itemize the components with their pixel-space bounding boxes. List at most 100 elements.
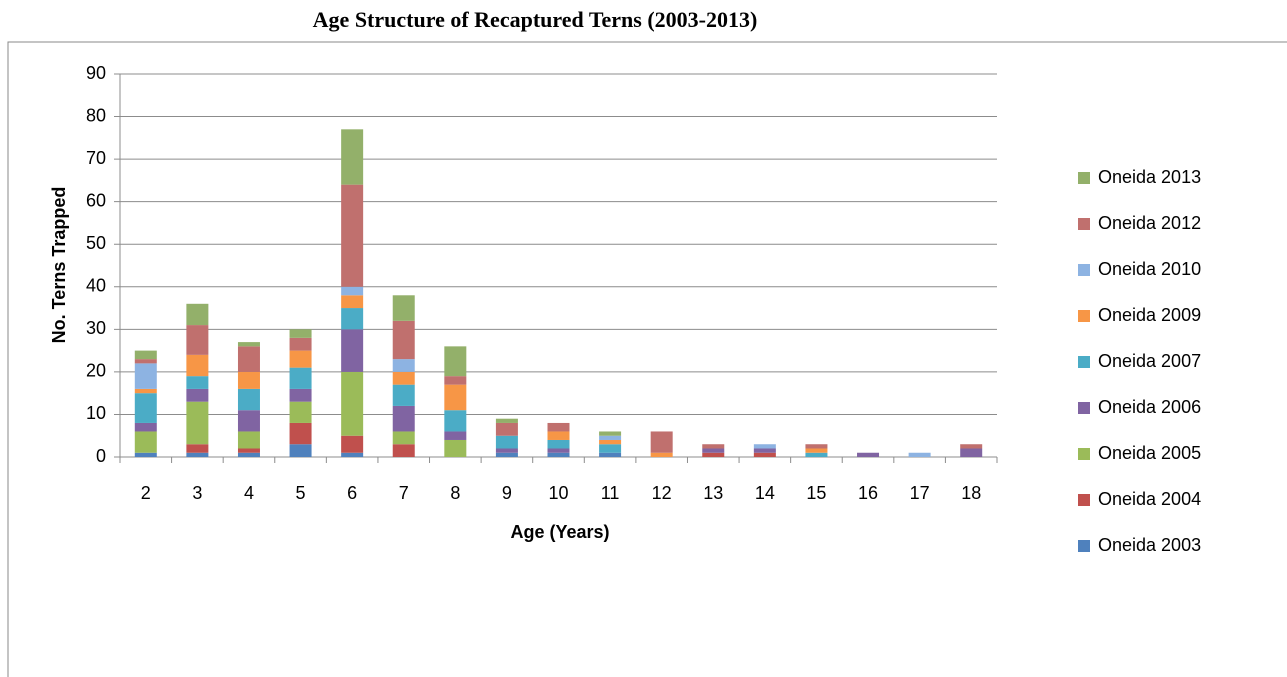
legend-label: Oneida 2007 <box>1098 351 1201 371</box>
bar-segment <box>289 337 312 351</box>
legend-swatch <box>1078 448 1090 460</box>
legend-label: Oneida 2013 <box>1098 167 1201 187</box>
y-tick-label: 20 <box>86 361 106 381</box>
bar-segment <box>444 346 467 377</box>
y-tick-label: 10 <box>86 403 106 423</box>
bar-segment <box>289 401 312 423</box>
bar-segment <box>495 418 518 423</box>
bar-segment <box>650 452 673 457</box>
legend-swatch <box>1078 172 1090 184</box>
bar-segment <box>341 286 364 296</box>
bar-segment <box>495 452 518 457</box>
bar-segment <box>237 452 260 457</box>
bar-segment <box>186 325 209 355</box>
x-tick-label: 10 <box>548 483 568 503</box>
legend-label: Oneida 2010 <box>1098 259 1201 279</box>
y-tick-label: 70 <box>86 148 106 168</box>
chart-border <box>7 41 1287 677</box>
x-tick-label: 13 <box>703 483 723 503</box>
bar-segment <box>237 388 260 411</box>
y-tick-label: 50 <box>86 233 106 253</box>
bar-segment <box>237 410 260 432</box>
bar-segment <box>134 452 157 457</box>
x-tick-label: 7 <box>399 483 409 503</box>
bar-segment <box>650 431 673 453</box>
bar-segment <box>444 410 467 432</box>
legend-label: Oneida 2005 <box>1098 443 1201 463</box>
bar-segment <box>186 354 209 377</box>
bar-segment <box>547 452 570 457</box>
bar-segment <box>392 431 415 445</box>
x-tick-label: 18 <box>961 483 981 503</box>
bar-segment <box>341 329 364 372</box>
bar-segment <box>753 444 776 449</box>
bar-segment <box>702 444 725 449</box>
y-axis-title: No. Terns Trapped <box>49 187 69 344</box>
bar-segment <box>134 431 157 453</box>
bar-segment <box>547 431 570 440</box>
legend-label: Oneida 2004 <box>1098 489 1201 509</box>
bar-segment <box>134 393 157 423</box>
bar-segment <box>392 320 415 360</box>
bar-segment <box>341 308 364 330</box>
bar-segment <box>599 439 622 445</box>
bar-segment <box>186 444 209 453</box>
bar-segment <box>134 363 157 389</box>
legend-label: Oneida 2006 <box>1098 397 1201 417</box>
bar-segment <box>495 448 518 453</box>
legend-label: Oneida 2003 <box>1098 535 1201 555</box>
bar-segment <box>599 452 622 457</box>
x-tick-label: 4 <box>244 483 254 503</box>
bar-segment <box>186 452 209 457</box>
bar-segment <box>753 452 776 457</box>
bar-segment <box>805 448 828 453</box>
bar-segment <box>805 444 828 449</box>
bar-segment <box>857 452 880 457</box>
bar-segment <box>392 371 415 385</box>
legend-swatch <box>1078 264 1090 276</box>
bar-segment <box>805 452 828 457</box>
x-tick-label: 15 <box>806 483 826 503</box>
y-tick-label: 80 <box>86 105 106 125</box>
bar-segment <box>289 422 312 445</box>
x-tick-label: 14 <box>755 483 775 503</box>
bar-segment <box>392 444 415 457</box>
legend-swatch <box>1078 218 1090 230</box>
bar-segment <box>186 303 209 326</box>
bar-segment <box>960 448 983 457</box>
bar-segment <box>341 435 364 453</box>
bar-segment <box>289 329 312 338</box>
legend-swatch <box>1078 494 1090 506</box>
legend-swatch <box>1078 540 1090 552</box>
bar-segment <box>753 448 776 453</box>
x-tick-label: 5 <box>296 483 306 503</box>
bar-segment <box>547 439 570 449</box>
bar-segment <box>908 452 931 457</box>
y-tick-label: 0 <box>96 446 106 466</box>
bar-segment <box>237 342 260 347</box>
bar-segment <box>134 350 157 360</box>
bar-segment <box>444 384 467 411</box>
legend-label: Oneida 2012 <box>1098 213 1201 233</box>
bar-segment <box>599 444 622 453</box>
x-tick-label: 11 <box>601 483 620 503</box>
bar-segment <box>444 439 467 457</box>
x-tick-label: 6 <box>347 483 357 503</box>
bar-segment <box>392 405 415 432</box>
bar-segment <box>702 448 725 453</box>
bar-segment <box>237 371 260 389</box>
bar-segment <box>186 376 209 389</box>
x-tick-label: 16 <box>858 483 878 503</box>
chart-title: Age Structure of Recaptured Terns (2003-… <box>313 7 758 32</box>
bar-segment <box>237 346 260 372</box>
legend-swatch <box>1078 402 1090 414</box>
bar-segment <box>186 401 209 445</box>
bar-segment <box>392 295 415 321</box>
bar-segment <box>341 452 364 457</box>
legend-label: Oneida 2009 <box>1098 305 1201 325</box>
x-tick-label: 9 <box>502 483 512 503</box>
bar-segment <box>289 350 312 368</box>
bar-segment <box>341 184 364 287</box>
bar-segment <box>495 422 518 436</box>
x-tick-label: 3 <box>192 483 202 503</box>
